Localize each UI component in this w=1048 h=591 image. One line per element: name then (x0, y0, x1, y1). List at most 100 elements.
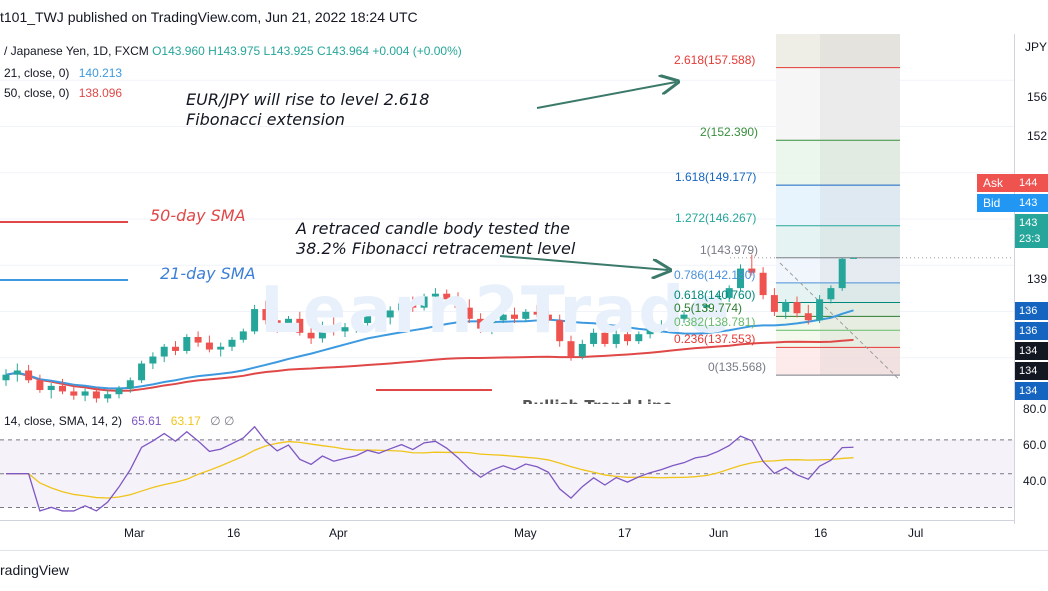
candle-body (194, 336, 202, 343)
candle-body (850, 257, 857, 259)
rsi-pane[interactable]: 14, close, SMA, 14, 2) 65.61 63.17 ∅ ∅ (0, 406, 1014, 516)
candle-body (409, 303, 417, 308)
candle-body (680, 314, 688, 319)
ask-label: Ask (977, 174, 1015, 192)
rsi-sma-value: 63.17 (170, 414, 201, 428)
candle-body (827, 288, 835, 300)
time-tick-mar16: 16 (227, 526, 241, 540)
symbol-name: / Japanese Yen, 1D, FXCM (4, 44, 149, 58)
price-tag-2: 136 (1015, 322, 1048, 340)
candle-body (782, 302, 790, 312)
candle-body (81, 391, 89, 396)
sma50-value: 138.096 (78, 86, 123, 100)
candle-body (816, 299, 824, 321)
projection-zone (820, 34, 900, 376)
price-tick-139: 139 (1027, 272, 1048, 286)
sma21-value: 140.213 (78, 66, 123, 80)
low-value: L143.925 (263, 44, 314, 58)
fib-label: 0(135.568) (708, 360, 767, 375)
candle-body (239, 331, 247, 340)
candle-body (296, 318, 304, 333)
candle-body (443, 293, 451, 300)
candle-body (70, 391, 78, 396)
sma50-line (5, 338, 854, 392)
footer: radingView (0, 550, 1048, 591)
candle-body (375, 314, 383, 318)
candle-body (477, 318, 485, 329)
candle-body (624, 334, 631, 342)
candle-body (138, 363, 146, 381)
currency-label: JPY (1025, 40, 1048, 54)
candle-body (36, 380, 44, 391)
candle-body (104, 394, 112, 399)
candle-body (92, 391, 100, 399)
main-annotation: EUR/JPY will rise to level 2.618 Fibonac… (186, 90, 429, 130)
candle-body (13, 370, 21, 375)
price-tag-3: 134 (1015, 342, 1048, 360)
candle-body (770, 295, 778, 312)
candle-body (759, 272, 767, 296)
price-chart-svg[interactable] (0, 34, 1014, 404)
candle-body (285, 318, 292, 329)
candle-body (2, 374, 10, 381)
candle-body (228, 339, 236, 347)
candle-body (126, 380, 134, 389)
candle-body (341, 327, 349, 332)
candle-body (533, 311, 541, 315)
fib-zone (776, 67, 900, 141)
fib-label: 2.618(157.588) (674, 52, 756, 67)
candle-body (273, 320, 281, 329)
time-tick-jul: Jul (908, 526, 924, 540)
fib-zone (776, 140, 900, 186)
rsi-tick-80: 80.0 (1023, 402, 1047, 416)
retrace-annotation-line2: 38.2% Fibonacci retracement level (296, 239, 576, 258)
fib-label: 0.5(139.774) (674, 301, 743, 316)
last-price-value: 143 (1019, 217, 1038, 229)
rsi-legend: 14, close, SMA, 14, 2) 65.61 63.17 ∅ ∅ (4, 414, 234, 428)
candle-body (703, 304, 711, 308)
price-tick-156: 156 (1027, 90, 1048, 104)
time-tick-may: May (514, 526, 537, 540)
sma50-annotation: 50-day SMA (150, 206, 246, 225)
rsi-svg[interactable] (0, 406, 1014, 516)
fib-label: 0.382(138.781) (674, 315, 756, 330)
time-tick-mar: Mar (124, 526, 145, 540)
rsi-sma-line (5, 440, 854, 499)
candle-body (465, 307, 473, 319)
candle-body (330, 325, 338, 332)
candle-body (838, 258, 846, 289)
ohlc-legend: / Japanese Yen, 1D, FXCM O143.960 H143.9… (4, 44, 462, 58)
price-axis[interactable]: JPY 156 152 139 Ask 144 Bid 143 143 23:3… (977, 34, 1048, 524)
bid-label: Bid (977, 194, 1015, 212)
last-price-countdown: 23:3 (1019, 233, 1041, 245)
time-axis[interactable]: Mar 16 Apr May 17 Jun 16 Jul (0, 520, 1014, 547)
candle-body (251, 309, 259, 332)
candle-body (307, 332, 315, 339)
candle-body (578, 343, 586, 357)
candle-body (737, 268, 744, 289)
candle-body (804, 313, 812, 321)
footer-brand: radingView (0, 562, 70, 578)
candle-body (499, 314, 507, 321)
publish-header: t101_TWJ published on TradingView.com, J… (0, 0, 1048, 34)
candle-body (205, 342, 213, 350)
rsi-params: 14, close, SMA, 14, 2) (4, 414, 123, 428)
candle-body (25, 370, 33, 381)
candle-body (262, 309, 270, 321)
last-price-tag: 143 23:3 (1015, 214, 1048, 248)
fib-zone (776, 225, 900, 258)
time-tick-jun: Jun (709, 526, 729, 540)
candle-body (488, 320, 496, 329)
rsi-line (5, 425, 854, 512)
time-tick-jun16: 16 (814, 526, 828, 540)
price-tick-152: 152 (1027, 129, 1048, 143)
candle-body (567, 341, 575, 357)
candle-body (398, 303, 405, 311)
candle-body (364, 314, 372, 324)
fib-label: 0.236(137.553) (674, 332, 756, 347)
price-chart[interactable]: Learn2Trade / Japanese Yen, 1D, FXCM O14… (0, 34, 1014, 404)
time-tick-apr: Apr (329, 526, 348, 540)
candle-body (511, 314, 518, 319)
change-value: +0.004 (+0.00%) (372, 44, 462, 58)
candle-body (172, 346, 179, 351)
